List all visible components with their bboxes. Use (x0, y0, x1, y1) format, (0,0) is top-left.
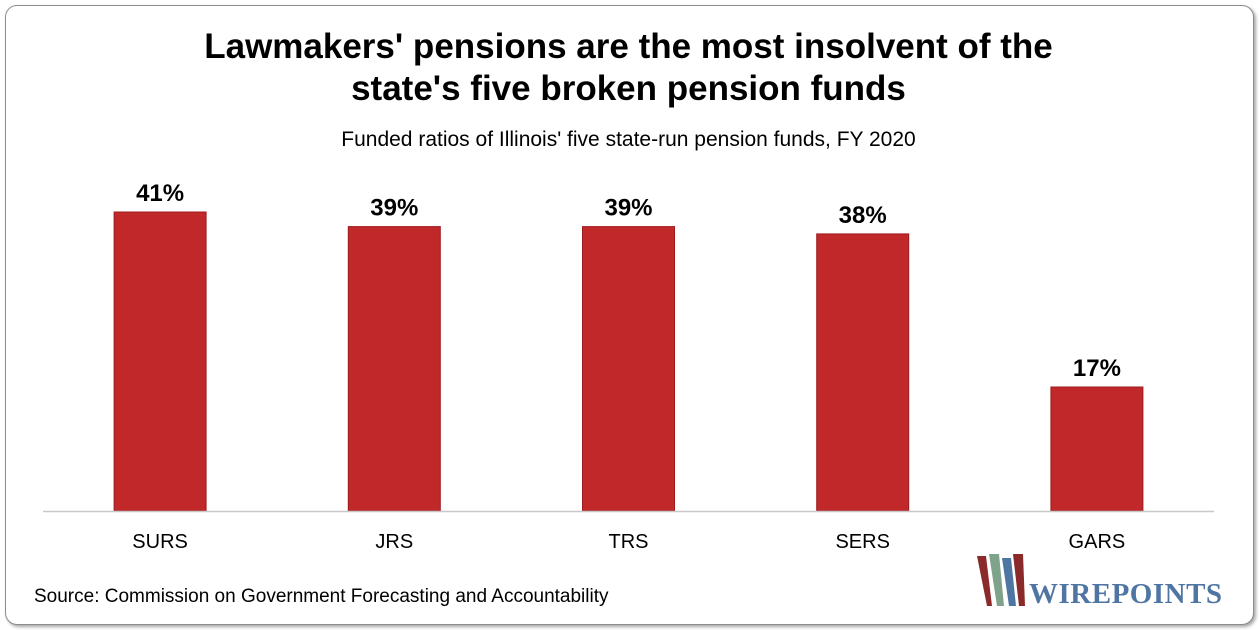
bar-jrs (347, 226, 441, 512)
chart-subtitle: Funded ratios of Illinois' five state-ru… (341, 128, 916, 151)
chart-title-line-2: state's five broken pension funds (351, 69, 906, 108)
bar-gars (1050, 386, 1144, 512)
x-tick-label-surs: SURS (132, 531, 188, 553)
wirepoints-logo-mark-icon (977, 554, 1025, 606)
wirepoints-logo: WIREPOINTS (975, 552, 1237, 610)
data-label-jrs: 39% (370, 195, 418, 222)
chart-title: Lawmakers' pensions are the most insolve… (0, 26, 1257, 110)
wirepoints-logo-text: WIREPOINTS (1029, 578, 1223, 610)
x-tick-label-trs: TRS (609, 531, 649, 553)
data-label-surs: 41% (136, 180, 184, 207)
x-tick-label-gars: GARS (1069, 531, 1126, 553)
x-tick-label-jrs: JRS (375, 531, 413, 553)
x-tick-label-sers: SERS (835, 531, 889, 553)
data-label-sers: 38% (839, 202, 887, 229)
bar-trs (582, 226, 675, 512)
bar-surs (113, 211, 207, 512)
data-label-gars: 17% (1073, 355, 1121, 382)
data-label-trs: 39% (604, 195, 652, 222)
source-note: Source: Commission on Government Forecas… (34, 586, 609, 607)
chart-title-line-1: Lawmakers' pensions are the most insolve… (204, 27, 1053, 66)
bar-sers (816, 233, 910, 512)
